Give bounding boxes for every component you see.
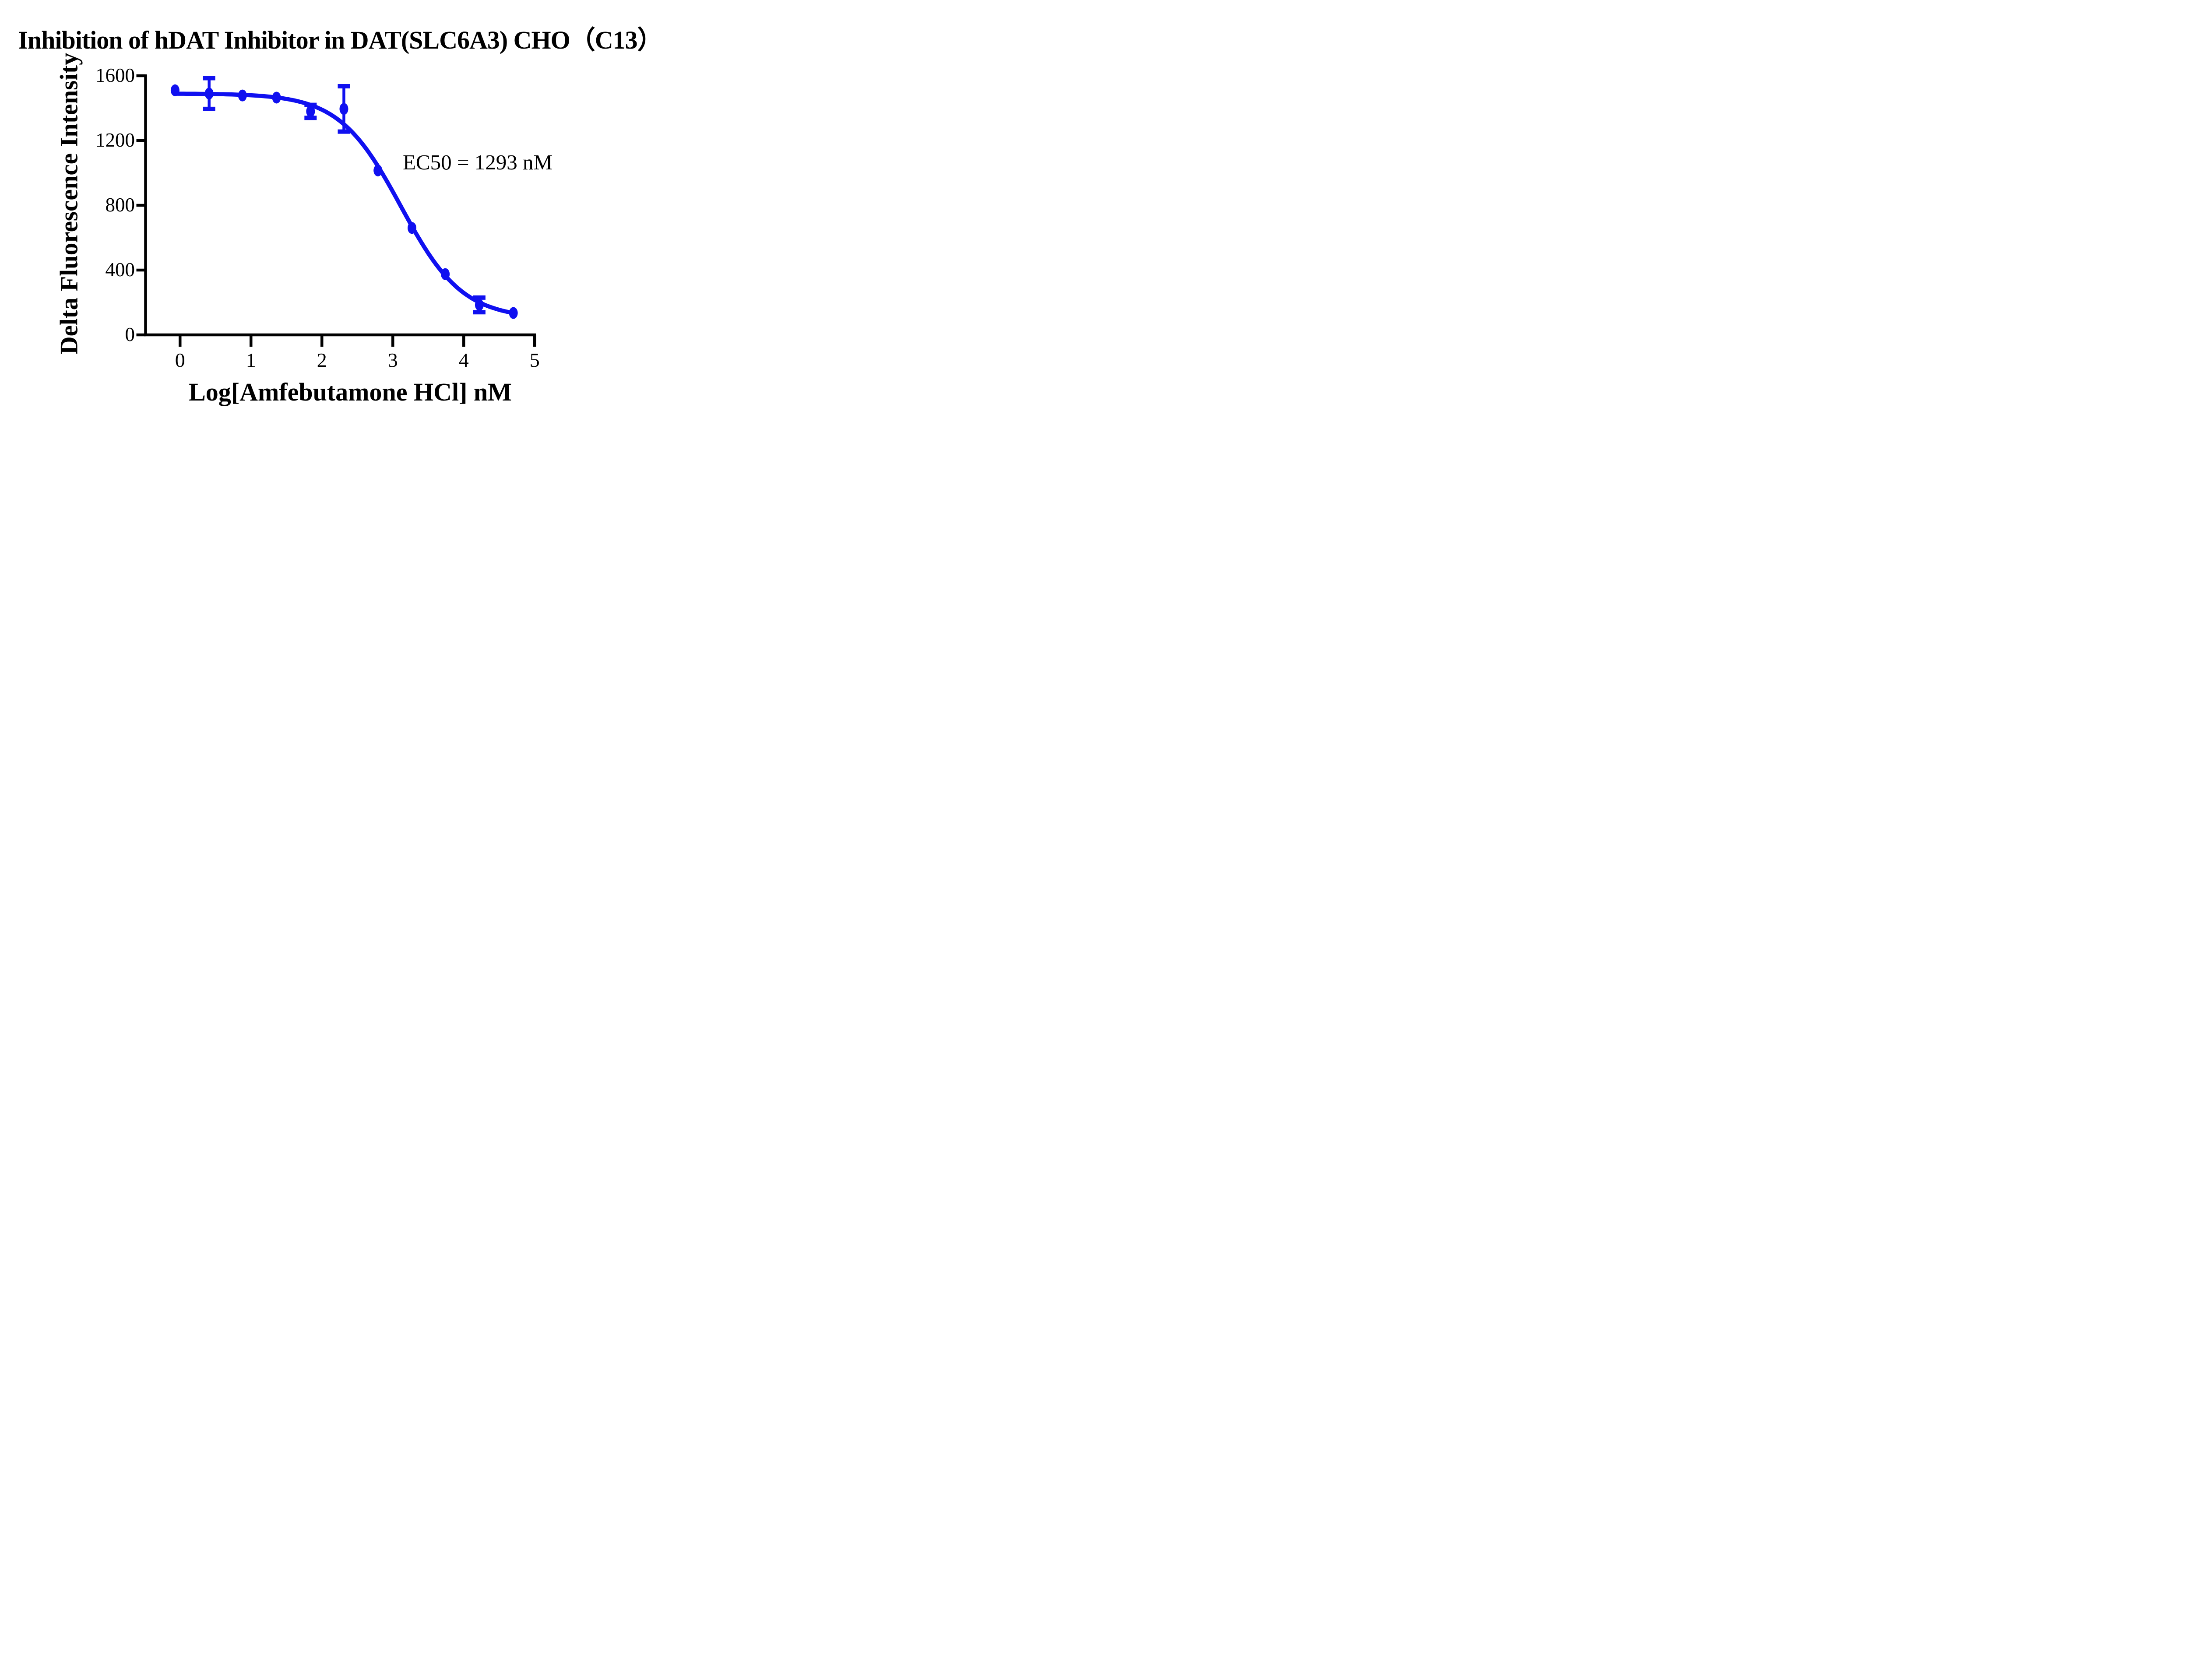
y-tick-label: 400	[105, 259, 135, 281]
y-tick-label: 0	[125, 323, 135, 345]
dose-response-curve	[173, 91, 515, 315]
axes	[136, 74, 536, 347]
y-tick-label: 800	[105, 194, 135, 216]
ec50-annotation: EC50 = 1293 nM	[403, 150, 553, 174]
y-tick-label: 1200	[95, 129, 135, 151]
data-points	[170, 84, 518, 319]
x-tick-label: 0	[175, 349, 185, 371]
chart-figure: Inhibition of hDAT Inhibitor in DAT(SLC6…	[0, 0, 680, 420]
chart-title: Inhibition of hDAT Inhibitor in DAT(SLC6…	[18, 26, 662, 54]
x-tick-label: 1	[246, 349, 256, 371]
x-axis-label: Log[Amfebutamone HCl] nM	[189, 378, 512, 406]
x-tick-label: 3	[387, 349, 398, 371]
y-tick-label: 1600	[95, 64, 135, 86]
x-tick-label: 4	[458, 349, 469, 371]
x-tick-label: 2	[317, 349, 327, 371]
plot-area	[136, 74, 536, 347]
x-tick-label: 5	[529, 349, 540, 371]
